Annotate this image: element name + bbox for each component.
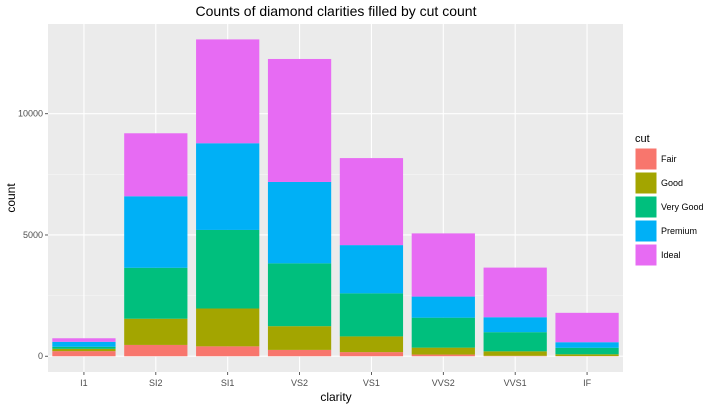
legend-label: Ideal [661,250,681,260]
x-axis-ticks: I1 SI2 SI1 VS2 VS1 VVS2 VVS1 IF [80,372,592,388]
legend-label: Very Good [661,202,704,212]
y-tick-label: 0 [38,351,43,361]
bar-segment [339,352,404,357]
legend-swatch [634,171,658,195]
y-tick-label: 10000 [18,109,43,119]
bar-segment [411,354,475,357]
x-tick-label: VS1 [363,378,380,388]
bars [52,39,619,357]
x-tick-label: SI2 [149,378,163,388]
bar-segment [267,181,332,264]
x-tick-label: IF [583,378,592,388]
legend-label: Good [661,178,683,188]
legend-swatch [634,195,658,219]
legend-swatch [634,243,658,267]
bar-segment [411,317,475,348]
bar-segment [339,158,404,246]
bar-segment [196,308,260,347]
bar-segment [267,58,332,182]
bar-segment [483,317,547,333]
bar-segment [196,143,260,230]
bar-segment [555,347,619,355]
bar-segment [483,332,547,352]
bar-segment [411,233,475,297]
x-tick-label: VVS1 [504,378,527,388]
bar-segment [555,354,619,357]
bar-segment [483,351,547,356]
bar-segment [124,318,188,345]
bar-segment [339,245,404,294]
x-axis-title: clarity [320,390,351,404]
bar-segment [196,39,260,144]
x-tick-label: VS2 [291,378,308,388]
bar-segment [411,347,475,355]
legend-swatch [634,219,658,243]
bar-segment [339,336,404,353]
bar-segment [196,346,260,357]
bar-segment [555,312,619,343]
bar-segment [555,342,619,348]
x-tick-label: I1 [80,378,88,388]
bar-segment [196,229,260,309]
legend-label: Fair [661,154,677,164]
bar-segment [124,133,188,197]
bar-segment [52,338,116,342]
y-tick-label: 5000 [23,230,43,240]
legend: Fair Good Very Good Premium Ideal [634,147,704,267]
bar-segment [52,341,116,347]
chart-title: Counts of diamond clarities filled by cu… [196,3,477,19]
bar-segment [267,263,332,327]
bar-segment [124,267,188,319]
legend-swatch [634,147,658,171]
bar-segment [411,296,475,318]
x-tick-label: VVS2 [432,378,455,388]
bar-segment [124,196,188,268]
bar-segment [52,346,116,349]
bar-segment [267,326,332,350]
bar-segment [339,293,404,337]
y-axis-ticks: 0 5000 10000 [18,109,48,361]
legend-title: cut [635,133,650,145]
x-tick-label: SI1 [221,378,235,388]
bar-segment [52,348,116,352]
bar-segment [267,349,332,357]
legend-label: Premium [661,226,697,236]
bar-segment [124,344,188,357]
bar-segment [52,351,116,357]
y-axis-title: count [4,183,18,213]
bar-segment [483,267,547,318]
